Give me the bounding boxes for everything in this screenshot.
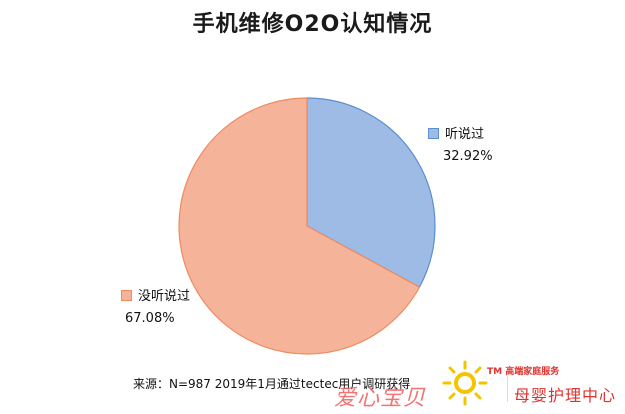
sun-logo-icon: [442, 360, 488, 406]
watermark-brand-bottom: 母婴护理中心: [514, 386, 617, 405]
watermark: 爱心宝贝 TM 高端家庭服务 母婴护理中心: [334, 360, 625, 414]
data-label-heard: 32.92%: [443, 149, 493, 164]
legend-entry-not-heard: 没听说过 67.08%: [121, 288, 190, 328]
legend-entry-heard: 听说过 32.92%: [428, 126, 493, 166]
pie-slice-heard: [306, 97, 436, 288]
watermark-brand-top: TM 高端家庭服务: [487, 367, 560, 377]
legend-swatch-heard: [428, 128, 439, 139]
pie-slice-not-heard: [178, 97, 421, 355]
watermark-text: 爱心宝贝: [334, 386, 427, 411]
legend-swatch-not-heard: [121, 290, 132, 301]
source-note: 来源：N=987 2019年1月通过tectec用户调研获得: [133, 377, 411, 391]
legend-label-heard: 听说过: [445, 127, 485, 142]
watermark-divider: [507, 376, 508, 402]
chart-title: 手机维修O2O认知情况: [192, 12, 433, 37]
legend-label-not-heard: 没听说过: [138, 289, 191, 304]
data-label-not-heard: 67.08%: [125, 311, 175, 326]
